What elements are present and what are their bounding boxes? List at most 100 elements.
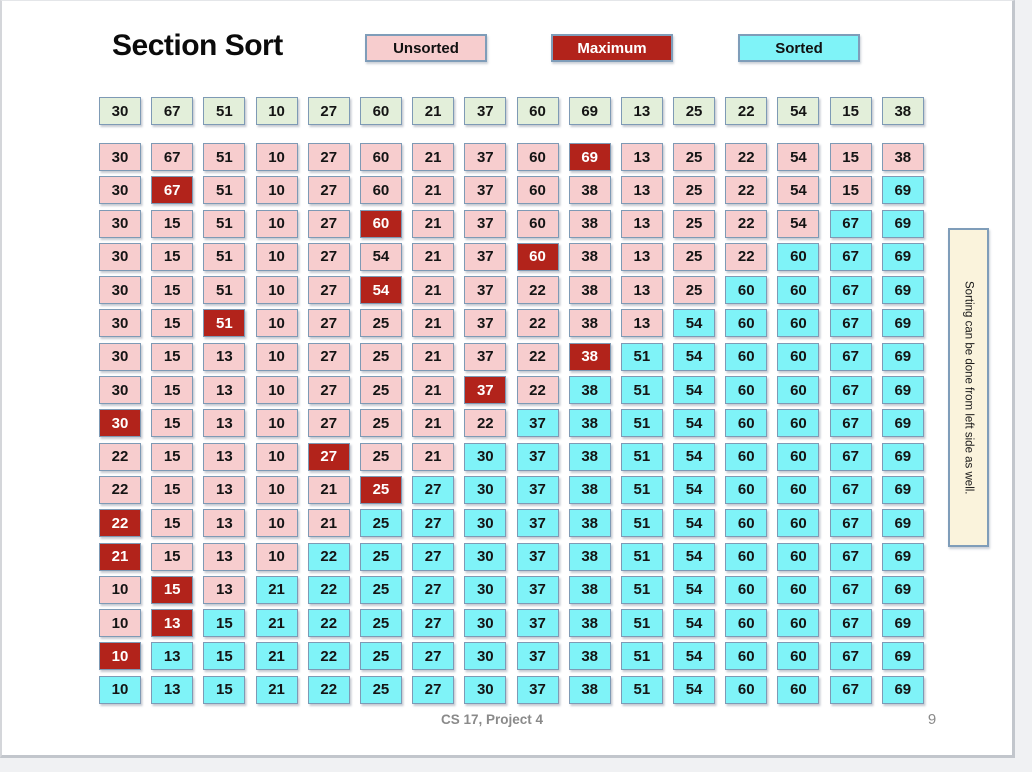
array-cell: 60 — [725, 342, 768, 371]
array-cell: 15 — [151, 309, 194, 338]
array-cell: 67 — [151, 97, 194, 125]
array-cell: 27 — [307, 242, 350, 271]
array-cell: 37 — [464, 309, 507, 338]
array-cell: 60 — [725, 442, 768, 471]
array-cell: 30 — [464, 509, 507, 538]
array-cell: 51 — [203, 276, 246, 305]
array-cell: 22 — [307, 609, 350, 638]
array-cell: 21 — [412, 309, 455, 338]
array-cell: 25 — [359, 575, 402, 604]
array-cell: 60 — [725, 376, 768, 405]
array-cell: 37 — [464, 143, 507, 171]
sort-row-10: 30 15 13 10 27 25 21 22 37 38 51 54 60 60 67 69 — [99, 409, 929, 438]
array-cell: 13 — [203, 475, 246, 504]
array-cell: 69 — [881, 475, 924, 504]
array-cell: 21 — [412, 409, 455, 438]
array-cell: 15 — [151, 409, 194, 438]
array-cell: 15 — [151, 209, 194, 238]
array-cell: 60 — [777, 376, 820, 405]
array-cell: 38 — [568, 609, 611, 638]
array-cell: 10 — [255, 542, 298, 571]
array-cell: 30 — [99, 209, 141, 238]
array-cell: 60 — [725, 276, 768, 305]
array-cell: 60 — [516, 242, 559, 271]
array-cell: 54 — [673, 542, 716, 571]
array-cell: 67 — [829, 642, 872, 671]
array-cell: 38 — [881, 143, 924, 171]
array-cell: 27 — [307, 97, 350, 125]
array-cell: 21 — [255, 609, 298, 638]
footer-text: CS 17, Project 4 — [440, 712, 544, 727]
array-cell: 25 — [359, 409, 402, 438]
legend-sorted: Sorted — [738, 34, 860, 62]
array-cell: 67 — [829, 442, 872, 471]
array-cell: 10 — [255, 97, 298, 125]
array-cell: 22 — [307, 542, 350, 571]
array-cell: 69 — [881, 309, 924, 338]
array-cell: 25 — [359, 609, 402, 638]
array-cell: 69 — [881, 376, 924, 405]
array-cell: 54 — [673, 575, 716, 604]
array-cell: 22 — [516, 309, 559, 338]
side-note-text: Sorting can be done from left side as we… — [962, 280, 975, 495]
array-cell: 60 — [777, 675, 820, 704]
array-cell: 10 — [255, 242, 298, 271]
array-cell: 69 — [568, 97, 611, 125]
array-cell: 37 — [516, 609, 559, 638]
array-cell: 15 — [829, 176, 872, 205]
array-cell: 51 — [620, 542, 663, 571]
array-cell: 30 — [99, 409, 141, 438]
array-cell: 51 — [203, 242, 246, 271]
array-cell: 27 — [307, 176, 350, 205]
array-cell: 51 — [620, 675, 663, 704]
array-cell: 37 — [464, 376, 507, 405]
array-cell: 38 — [568, 276, 611, 305]
array-cell: 22 — [725, 242, 768, 271]
array-cell: 27 — [412, 675, 455, 704]
array-cell: 10 — [99, 675, 141, 704]
array-cell: 51 — [203, 143, 246, 171]
slide: Section Sort Unsorted Maximum Sorted 30 6… — [0, 0, 1015, 758]
array-cell: 67 — [829, 309, 872, 338]
array-cell: 25 — [673, 242, 716, 271]
array-cell: 51 — [620, 509, 663, 538]
array-cell: 27 — [307, 309, 350, 338]
array-cell: 51 — [620, 342, 663, 371]
array-cell: 60 — [777, 442, 820, 471]
array-cell: 10 — [99, 609, 141, 638]
array-cell: 21 — [255, 675, 298, 704]
array-cell: 30 — [99, 242, 141, 271]
array-cell: 30 — [99, 176, 141, 205]
array-cell: 21 — [307, 475, 350, 504]
array-cell: 60 — [725, 609, 768, 638]
array-cell: 30 — [99, 97, 141, 125]
array-cell: 27 — [307, 409, 350, 438]
array-cell: 60 — [777, 609, 820, 638]
array-cell: 60 — [777, 475, 820, 504]
array-cell: 38 — [568, 376, 611, 405]
array-cell: 54 — [673, 309, 716, 338]
array-cell: 25 — [359, 642, 402, 671]
array-cell: 54 — [673, 642, 716, 671]
array-cell: 69 — [881, 609, 924, 638]
array-cell: 22 — [516, 342, 559, 371]
array-cell: 27 — [307, 442, 350, 471]
array-cell: 25 — [359, 675, 402, 704]
array-cell: 27 — [412, 475, 455, 504]
array-cell: 60 — [359, 209, 402, 238]
sort-row-2: 30 67 51 10 27 60 21 37 60 69 13 25 22 54 15 38 — [99, 143, 929, 171]
array-cell: 30 — [464, 642, 507, 671]
array-cell: 69 — [881, 176, 924, 205]
sort-row-14: 21 15 13 10 22 25 27 30 37 38 51 54 60 60 67 69 — [99, 542, 929, 571]
array-cell: 15 — [151, 442, 194, 471]
array-cell: 60 — [777, 242, 820, 271]
array-cell: 30 — [464, 575, 507, 604]
array-cell: 13 — [151, 675, 194, 704]
array-cell: 67 — [829, 276, 872, 305]
page-number: 9 — [927, 711, 937, 728]
array-cell: 38 — [568, 309, 611, 338]
array-cell: 38 — [568, 542, 611, 571]
sort-row-7: 30 15 51 10 27 25 21 37 22 38 13 54 60 60 67 69 — [99, 309, 929, 338]
array-cell: 25 — [673, 97, 716, 125]
array-cell: 13 — [620, 309, 663, 338]
